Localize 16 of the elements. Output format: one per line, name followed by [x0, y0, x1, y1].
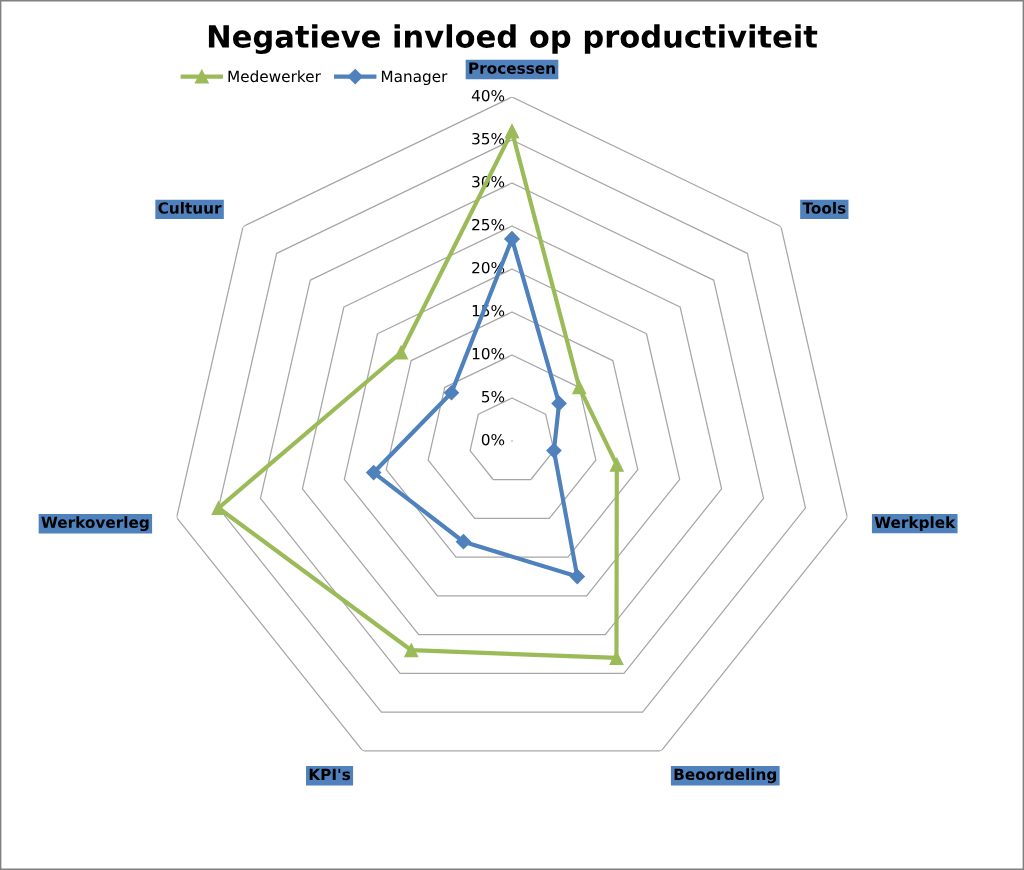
spoke-label: Beoordeling — [674, 768, 777, 784]
spoke-label: Werkoverleg — [41, 516, 149, 532]
y-tick-label: 40% — [471, 89, 505, 102]
spoke-label: Tools — [802, 201, 846, 214]
y-tick-label: 5% — [482, 390, 505, 403]
spoke-label: KPI's — [309, 768, 351, 781]
chart-title: Negatieve invloed op productiviteit — [208, 24, 818, 55]
spoke-label: Werkplek — [874, 516, 956, 532]
spoke-label: Cultuur — [158, 201, 222, 214]
y-tick-label: 25% — [472, 218, 505, 231]
legend-label: Manager — [381, 70, 448, 86]
spoke-label: Processen — [469, 62, 555, 74]
y-tick-label: 0% — [481, 433, 505, 446]
y-tick-label: 10% — [472, 347, 505, 360]
legend-label: Medewerker — [228, 70, 321, 83]
y-tick-label: 35% — [472, 132, 505, 145]
